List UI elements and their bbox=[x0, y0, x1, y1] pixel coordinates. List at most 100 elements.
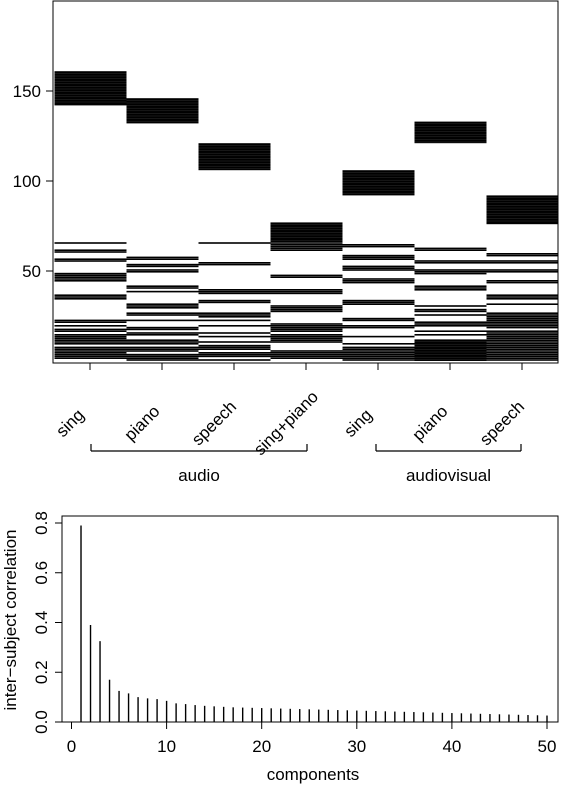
heatmap-row-mark bbox=[486, 339, 559, 341]
heatmap-row-mark bbox=[126, 290, 199, 293]
heatmap-row-mark bbox=[342, 256, 415, 259]
heatmap-row-mark bbox=[126, 312, 199, 314]
bar-x-axis: 0 10 20 30 40 50 bbox=[67, 722, 557, 756]
heatmap-row-mark bbox=[342, 280, 415, 282]
heatmap-row-mark bbox=[342, 245, 415, 248]
heatmap-row-mark bbox=[270, 289, 343, 291]
heatmap-row-mark bbox=[54, 294, 127, 296]
heatmap-row-mark bbox=[126, 341, 199, 343]
heatmap-row-mark bbox=[486, 348, 559, 350]
heatmap-row-mark bbox=[486, 262, 559, 264]
heatmap-x-label-4: sing+piano bbox=[250, 387, 322, 459]
bar-x-tick-label: 20 bbox=[252, 737, 271, 756]
heatmap-row-mark bbox=[126, 357, 199, 359]
heatmap-row-mark bbox=[126, 319, 199, 322]
heatmap-row-mark bbox=[198, 262, 271, 264]
heatmap-row-mark bbox=[54, 330, 127, 332]
heatmap-row-mark bbox=[414, 271, 487, 273]
heatmap-block bbox=[198, 143, 271, 171]
group-label-1: audio bbox=[178, 466, 220, 485]
heatmap-row-mark bbox=[198, 319, 271, 322]
heatmap-row-mark bbox=[270, 341, 343, 343]
heatmap-row-mark bbox=[414, 321, 487, 323]
heatmap-row-mark bbox=[198, 332, 271, 334]
heatmap-row-mark bbox=[198, 290, 271, 293]
heatmap-row-mark bbox=[198, 359, 271, 361]
heatmap-row-mark bbox=[486, 343, 559, 345]
heatmap-row-mark bbox=[198, 344, 271, 347]
heatmap-block bbox=[270, 222, 343, 241]
group-bracket-1: audio bbox=[90, 444, 308, 485]
heatmap-row-mark bbox=[342, 265, 415, 268]
heatmap-row-mark bbox=[270, 305, 343, 307]
heatmap-row-mark bbox=[270, 249, 343, 251]
heatmap-row-mark bbox=[126, 256, 199, 259]
heatmap-block bbox=[414, 121, 487, 144]
heatmap-row-mark bbox=[414, 249, 487, 251]
heatmap-row-mark bbox=[342, 355, 415, 358]
heatmap-row-mark bbox=[126, 348, 199, 350]
heatmap-row-mark bbox=[54, 272, 127, 275]
heatmap-row-mark bbox=[486, 294, 559, 296]
heatmap-row-mark bbox=[54, 321, 127, 323]
heatmap-row-mark bbox=[126, 271, 199, 273]
heatmap-row-mark bbox=[414, 330, 487, 332]
heatmap-row-mark bbox=[198, 353, 271, 356]
heatmap-row-mark bbox=[270, 247, 343, 250]
heatmap-x-axis: sing piano speech sing+piano sing piano speech bbox=[52, 363, 528, 459]
heatmap-row-mark bbox=[54, 280, 127, 282]
heatmap-row-mark bbox=[486, 314, 559, 316]
heatmap-frame bbox=[52, 0, 559, 364]
heatmap-row-mark bbox=[270, 357, 343, 359]
heatmap-row-mark bbox=[270, 328, 343, 331]
heatmap-y-axis: 50 100 150 bbox=[13, 82, 53, 281]
heatmap-row-mark bbox=[486, 303, 559, 305]
heatmap-row-mark bbox=[54, 346, 127, 349]
heatmap-row-mark bbox=[54, 249, 127, 251]
heatmap-column-4 bbox=[270, 222, 343, 359]
heatmap-row-mark bbox=[126, 328, 199, 331]
heatmap-row-mark bbox=[198, 301, 271, 304]
heatmap-row-mark bbox=[270, 337, 343, 340]
heatmap-row-mark bbox=[414, 262, 487, 264]
bar-x-tick-label: 40 bbox=[442, 737, 461, 756]
bar-x-tick-label: 10 bbox=[157, 737, 176, 756]
heatmap-row-mark bbox=[486, 332, 559, 334]
heatmap-row-mark bbox=[342, 343, 415, 345]
heatmap-row-mark bbox=[126, 339, 199, 341]
heatmap-row-mark bbox=[486, 335, 559, 338]
heatmap-row-mark bbox=[54, 328, 127, 331]
heatmap-row-mark bbox=[126, 258, 199, 260]
heatmap-row-mark bbox=[54, 353, 127, 356]
heatmap-row-mark bbox=[342, 244, 415, 246]
heatmap-row-mark bbox=[198, 348, 271, 350]
heatmap-row-mark bbox=[126, 334, 199, 336]
heatmap-row-mark bbox=[198, 242, 271, 244]
heatmap-row-mark bbox=[414, 269, 487, 271]
heatmap-row-mark bbox=[54, 325, 127, 327]
heatmap-row-mark bbox=[54, 350, 127, 352]
heatmap-row-mark bbox=[54, 348, 127, 350]
heatmap-row-mark bbox=[486, 341, 559, 343]
heatmap-row-mark bbox=[414, 308, 487, 311]
heatmap-row-mark bbox=[198, 314, 271, 316]
heatmap-row-mark bbox=[198, 346, 271, 349]
bar-y-axis-title: inter−subject correlation bbox=[1, 530, 20, 711]
bar-x-tick-label: 50 bbox=[538, 737, 557, 756]
heatmap-row-mark bbox=[342, 346, 415, 349]
heatmap-row-mark bbox=[486, 281, 559, 284]
heatmap-x-label-2: piano bbox=[121, 402, 164, 445]
heatmap-row-mark bbox=[342, 301, 415, 304]
bar-y-tick-label: 0.2 bbox=[32, 660, 51, 684]
heatmap-row-mark bbox=[198, 341, 271, 343]
heatmap-row-mark bbox=[54, 274, 127, 277]
heatmap-row-mark bbox=[54, 298, 127, 300]
heatmap-row-mark bbox=[54, 278, 127, 280]
heatmap-row-mark bbox=[270, 325, 343, 327]
heatmap-row-mark bbox=[486, 325, 559, 327]
heatmap-row-mark bbox=[198, 312, 271, 314]
heatmap-row-mark bbox=[342, 325, 415, 327]
heatmap-column-3 bbox=[198, 143, 271, 361]
heatmap-row-mark bbox=[126, 307, 199, 309]
heatmap-row-mark bbox=[270, 330, 343, 332]
